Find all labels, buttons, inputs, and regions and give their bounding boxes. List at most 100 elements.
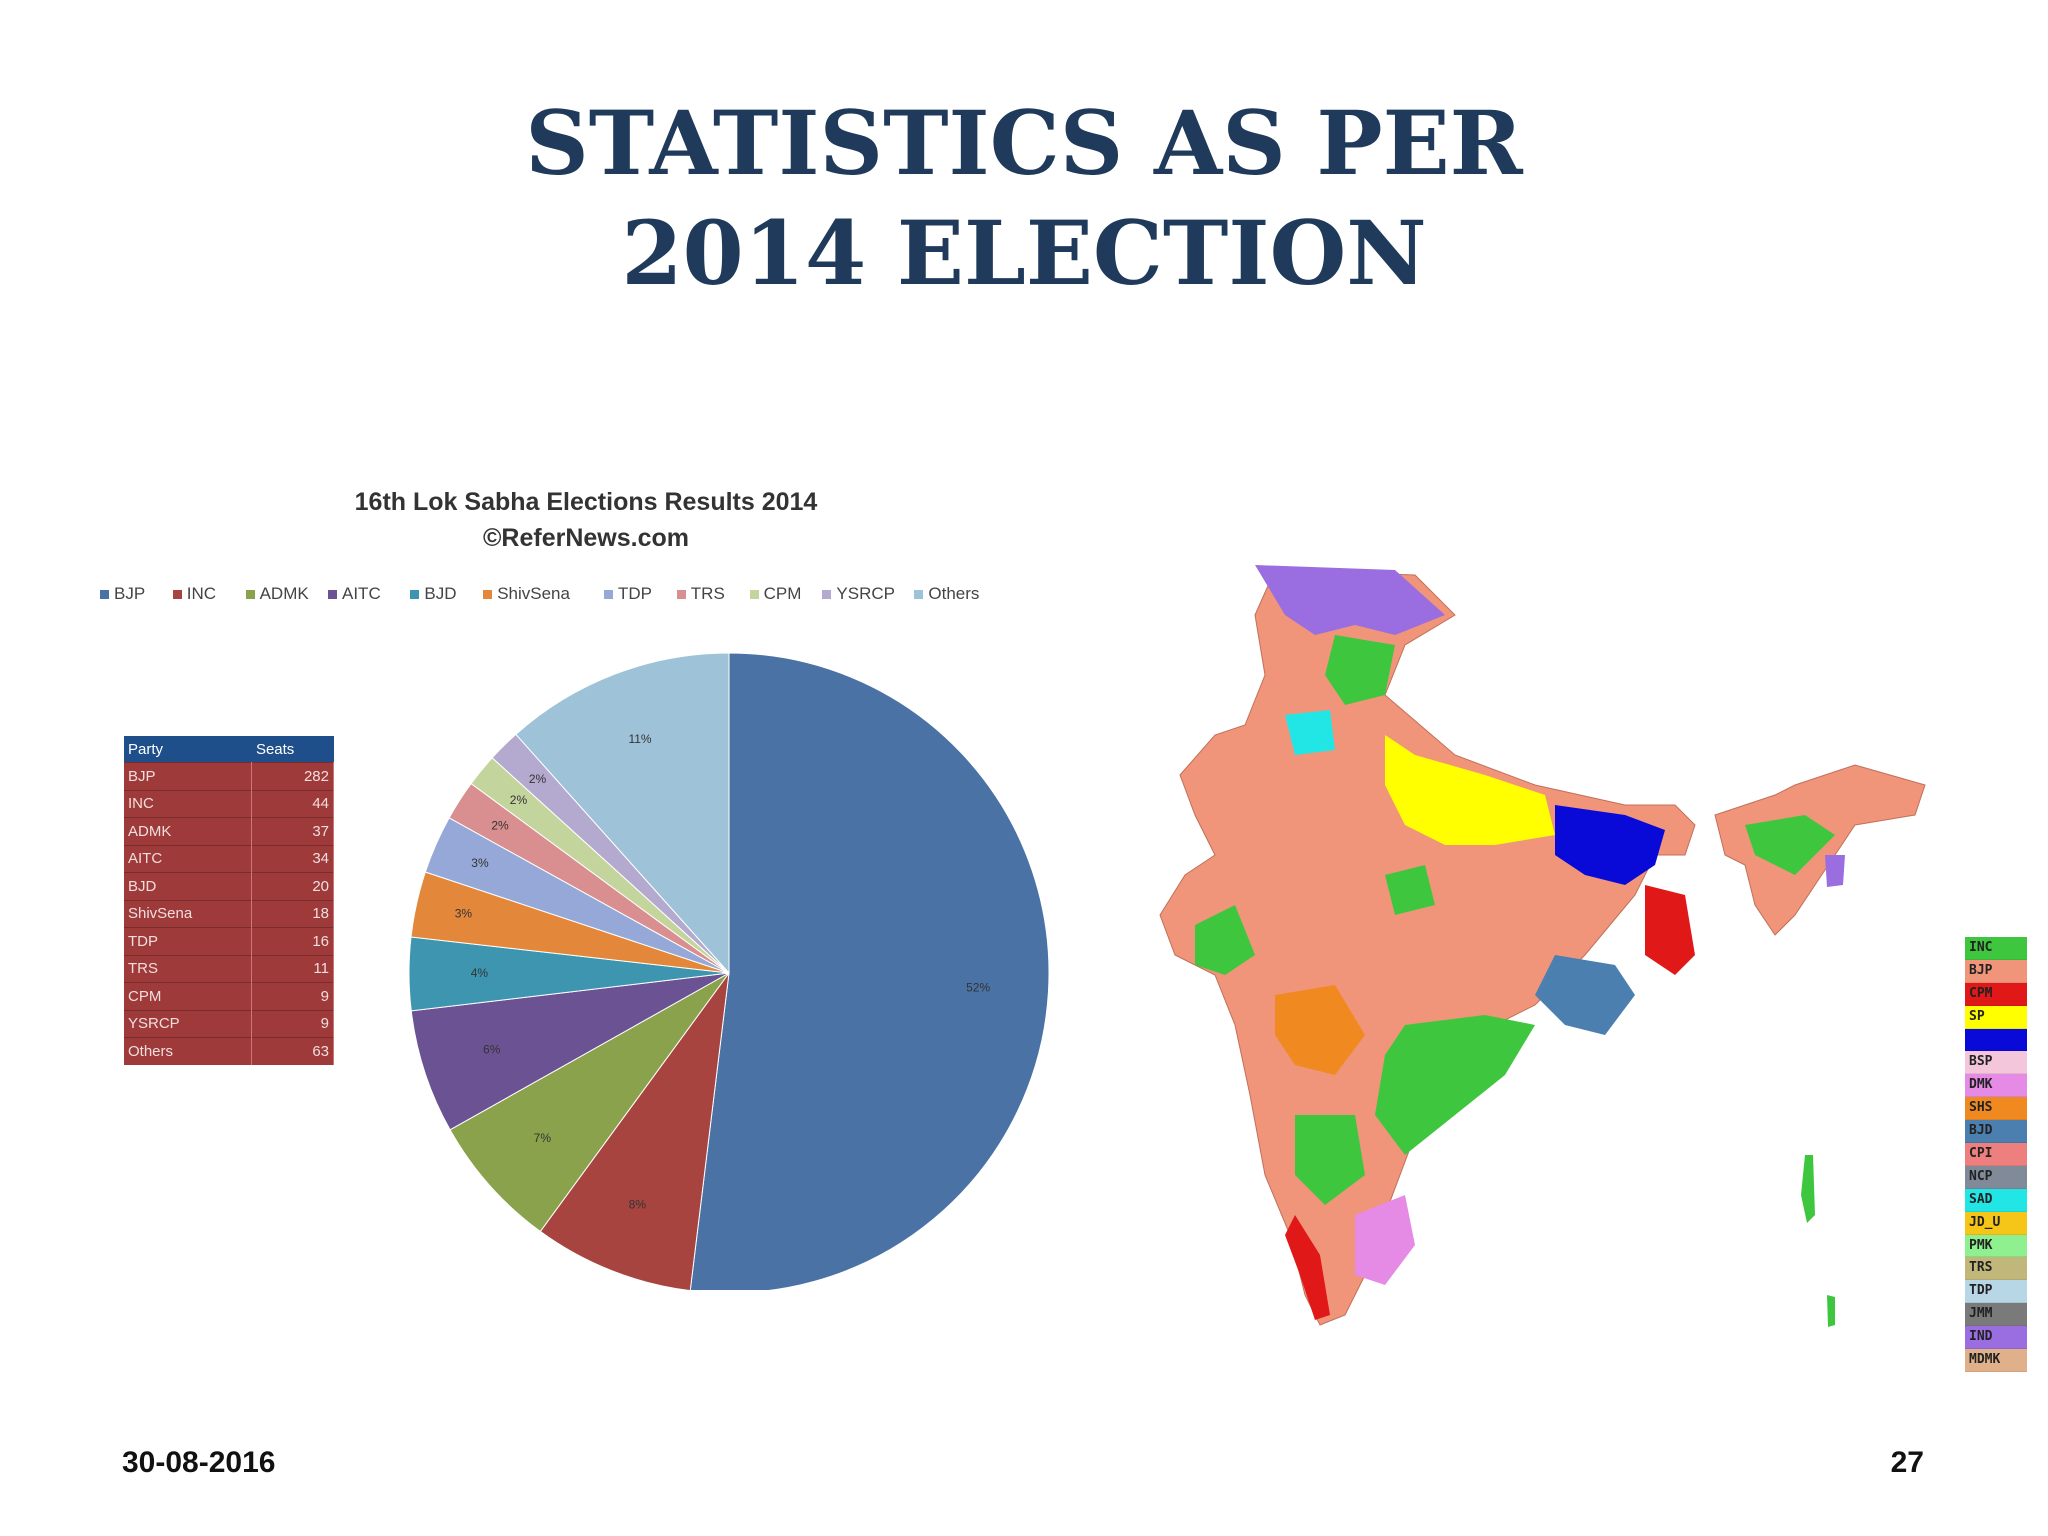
table-row: TRS 11 — [124, 954, 334, 983]
map-region-mp-inc — [1385, 865, 1435, 915]
map-nicobar-islands — [1827, 1295, 1835, 1327]
legend-item-bjd: BJD — [410, 582, 457, 606]
pie-data-label-others: 11% — [628, 732, 651, 746]
slide-title-line-1: STATISTICS AS PER — [525, 91, 1523, 195]
table-cell-party: TDP — [124, 927, 253, 955]
legend-item-aitc: AITC — [328, 582, 381, 606]
map-region-karnataka-inc — [1295, 1115, 1365, 1205]
table-row: YSRCP 9 — [124, 1009, 334, 1038]
pie-crop-band — [404, 1290, 1054, 1310]
map-region-up-sp — [1385, 735, 1555, 845]
map-legend-item: CPI — [1965, 1143, 2027, 1166]
map-region-bihar-jdu — [1555, 805, 1665, 885]
slide-title: STATISTICS AS PER 2014 ELECTION — [0, 88, 2048, 308]
slide-date: 30-08-2016 — [122, 1446, 276, 1479]
legend-label: INC — [186, 584, 217, 603]
legend-label: BJD — [424, 584, 457, 603]
map-region-odisha-bjd — [1535, 955, 1635, 1035]
pie-data-label-cpm: 2% — [510, 793, 528, 807]
pie-data-label-shivsena: 3% — [455, 907, 473, 921]
legend-swatch — [328, 590, 337, 600]
legend-item-bjp: BJP — [100, 582, 145, 606]
map-legend-item: SHS — [1965, 1097, 2027, 1121]
map-legend-item: PMK — [1965, 1234, 2027, 1258]
pie-slice-inc — [539, 971, 730, 1292]
pie-chart-subtitle: ©ReferNews.com — [483, 524, 689, 552]
pie-chart-title: 16th Lok Sabha Elections Results 2014 — [354, 488, 818, 516]
legend-item-shivsena: ShivSena — [483, 582, 570, 606]
table-cell-party: INC — [124, 789, 253, 818]
legend-item-ysrcp: YSRCP — [822, 582, 895, 606]
map-region-tn-dmk — [1355, 1195, 1415, 1285]
map-legend-item: JD_U — [1965, 1211, 2027, 1235]
table-row: CPM 9 — [124, 982, 334, 1010]
legend-item-others: Others — [914, 582, 979, 606]
legend-item-inc: INC — [172, 582, 217, 606]
legend-item-admk: ADMK — [245, 582, 309, 606]
table-cell-seats: 282 — [251, 762, 334, 790]
table-row: AITC 34 — [124, 844, 334, 873]
seats-table: Party Seats BJP 282 INC 44 ADMK 37 AITC 34 BJD 20… — [124, 736, 334, 1065]
pie-data-label-bjp: 52% — [966, 980, 990, 994]
legend-label: ADMK — [259, 584, 309, 603]
pie-data-label-ysrcp: 2% — [529, 772, 547, 786]
legend-swatch — [749, 590, 759, 600]
map-region-maharashtra-shs — [1275, 985, 1365, 1075]
map-legend-item: TDP — [1965, 1280, 2027, 1304]
table-cell-party: BJP — [124, 762, 253, 790]
table-cell-seats: 34 — [251, 844, 334, 873]
map-region-wb-cpm — [1645, 885, 1695, 975]
india-election-map — [1159, 565, 1926, 1327]
legend-label: BJP — [114, 584, 146, 603]
map-regions — [1195, 565, 1845, 1320]
map-region-ne-inc — [1745, 815, 1835, 875]
legend-item-cpm: CPM — [749, 582, 801, 606]
legend-item-trs: TRS — [676, 582, 725, 606]
table-cell-party: TRS — [124, 954, 253, 983]
table-row: TDP 16 — [124, 927, 334, 955]
map-legend-item: JMM — [1965, 1303, 2027, 1327]
legend-label: YSRCP — [836, 584, 895, 603]
pie-slice-bjp — [689, 652, 1050, 1294]
map-legend-item: INC — [1965, 937, 2027, 960]
pie-slice-admk — [449, 972, 730, 1233]
map-islands — [1801, 1155, 1835, 1327]
legend-swatch — [245, 590, 255, 600]
map-legend-item: TRS — [1965, 1257, 2027, 1281]
table-cell-seats: 63 — [251, 1037, 334, 1065]
map-legend-item: CPM — [1965, 982, 2027, 1006]
map-region-jk — [1255, 565, 1445, 635]
pie-slice-others — [515, 652, 730, 975]
pie-data-label-inc: 8% — [629, 1197, 647, 1211]
legend-swatch — [483, 590, 493, 600]
map-party-legend: INC BJP CPM SP BSP DMK SHS BJD CPI NCP SAD JD_U PMK T… — [1965, 937, 2027, 1372]
map-legend-item: DMK — [1965, 1074, 2027, 1098]
legend-label: TRS — [690, 584, 725, 603]
table-cell-seats: 9 — [251, 982, 334, 1010]
legend-label: Others — [928, 584, 980, 603]
table-cell-seats: 11 — [251, 954, 334, 983]
table-row: INC 44 — [124, 789, 334, 818]
legend-swatch — [410, 590, 420, 600]
map-region-mizoram — [1825, 855, 1845, 887]
table-cell-seats: 44 — [251, 789, 334, 818]
legend-swatch — [822, 590, 832, 600]
legend-label: AITC — [342, 584, 381, 603]
table-row: BJD 20 — [124, 872, 334, 900]
pie-chart-title-block: 16th Lok Sabha Elections Results 2014 ©R… — [286, 484, 886, 556]
map-region-kerala-cpm — [1285, 1215, 1330, 1320]
map-region-ap-inc — [1375, 1015, 1535, 1155]
pie-data-label-admk: 7% — [534, 1131, 552, 1145]
map-legend-item: NCP — [1965, 1165, 2027, 1189]
table-cell-seats: 20 — [251, 872, 334, 900]
table-cell-party: ADMK — [124, 817, 253, 845]
pie-data-label-trs: 2% — [491, 818, 509, 832]
legend-swatch — [100, 590, 109, 600]
table-cell-seats: 37 — [251, 817, 334, 845]
legend-item-tdp: TDP — [604, 582, 652, 606]
seats-table-header-seats: Seats — [251, 736, 334, 763]
table-cell-party: CPM — [124, 982, 253, 1010]
table-cell-seats: 18 — [251, 899, 334, 928]
legend-swatch — [604, 590, 613, 600]
map-region-uttarakhand-inc — [1325, 635, 1395, 705]
